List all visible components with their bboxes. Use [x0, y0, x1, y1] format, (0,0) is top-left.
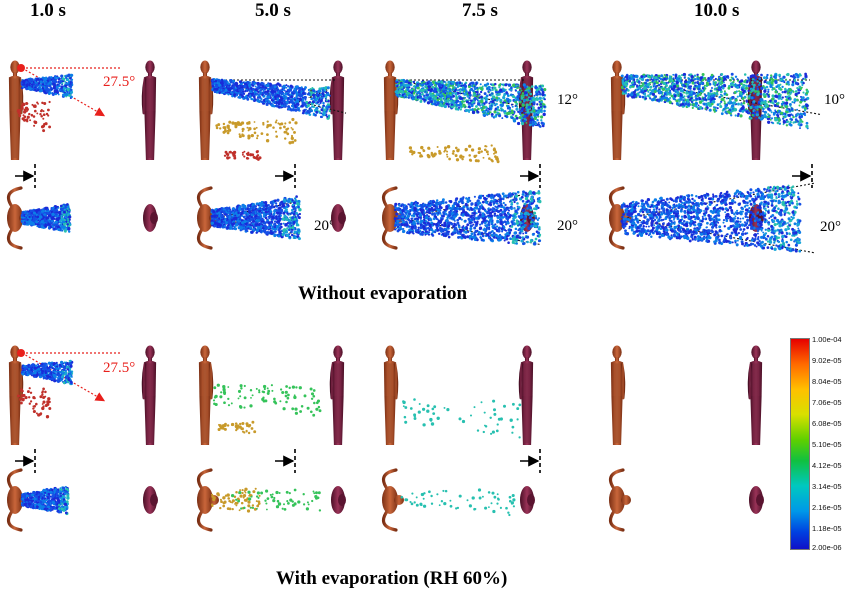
droplet-cloud [210, 78, 331, 120]
emitter-figure-top [6, 468, 29, 532]
colorbar-label: 4.12e-05 [812, 461, 842, 470]
mouth-marker [17, 64, 25, 72]
droplet-cloud [20, 359, 74, 386]
mouth-marker [17, 349, 25, 357]
droplet-cloud [20, 485, 70, 516]
droplet-cloud-large [210, 487, 261, 513]
receiver-figure-side [747, 345, 763, 445]
angle-label-top-5s: 20° [314, 218, 335, 234]
time-label-1: 1.0 s [30, 0, 66, 21]
colorbar-label: 9.02e-05 [812, 356, 842, 365]
angle-label-top-7s: 20° [557, 218, 578, 234]
droplet-cloud-large [223, 150, 262, 161]
droplet-cloud [210, 195, 302, 241]
droplet-cloud [212, 383, 322, 417]
droplet-cloud-large [17, 387, 52, 419]
angle-label-top-10s: 20° [820, 219, 841, 235]
colorbar-label: 7.06e-05 [812, 398, 842, 407]
emitter-figure-top [381, 468, 404, 532]
receiver-figure-top [749, 486, 764, 514]
droplet-cloud [393, 190, 542, 246]
droplet-cloud-large [16, 100, 52, 133]
emitter-figure-side [610, 345, 626, 445]
colorbar-label: 6.08e-05 [812, 419, 842, 428]
colorbar-label: 3.14e-05 [812, 482, 842, 491]
receiver-figure-top [331, 204, 346, 232]
colorbar-label: 1.18e-05 [812, 524, 842, 533]
colorbar-gradient [790, 338, 810, 550]
receiver-figure-side [141, 60, 157, 160]
colorbar-label: 2.16e-05 [812, 503, 842, 512]
angle-label-side-7s: 12° [557, 92, 578, 108]
receiver-figure-side [141, 345, 157, 445]
emitter-figure-side [383, 345, 399, 445]
receiver-figure-side [329, 345, 345, 445]
emitter-figure-side [198, 345, 214, 445]
receiver-figure-side [518, 345, 534, 445]
droplet-cloud [620, 184, 802, 253]
droplet-cloud [402, 398, 522, 439]
emitter-figure-side [8, 60, 24, 160]
droplet-cloud [400, 488, 516, 517]
colorbar-label: 2.00e-06 [812, 543, 842, 552]
droplet-cloud [230, 488, 322, 512]
droplet-cloud [20, 73, 74, 100]
angle-label-spray-top: 27.5° [103, 74, 136, 90]
droplet-cloud-large [215, 117, 298, 145]
caption-without-evaporation: Without evaporation [298, 283, 468, 304]
receiver-figure-side [329, 60, 345, 160]
emitter-figure-top [196, 468, 219, 532]
receiver-figure-top [520, 486, 535, 514]
colorbar-label: 1.00e-04 [812, 335, 842, 344]
time-label-2: 5.0 s [255, 0, 291, 21]
droplet-cloud [20, 203, 72, 233]
time-label-3: 7.5 s [462, 0, 498, 21]
colorbar: 1.00e-04 9.02e-05 8.04e-05 7.06e-05 6.08… [790, 335, 850, 552]
spread-guide [214, 200, 301, 219]
droplet-cloud [394, 78, 547, 128]
emitter-figure-side [8, 345, 24, 445]
caption-with-evaporation: With evaporation (RH 60%) [276, 568, 508, 589]
angle-label-spray-bottom: 27.5° [103, 360, 136, 376]
droplet-cloud-large [217, 420, 257, 435]
colorbar-label: 5.10e-05 [812, 440, 842, 449]
angle-label-side-10s: 10° [824, 92, 845, 108]
time-label-4: 10.0 s [694, 0, 740, 21]
droplet-cloud-large [408, 144, 500, 164]
receiver-figure-top [331, 486, 346, 514]
receiver-figure-top [143, 486, 158, 514]
emitter-figure-top [608, 468, 631, 532]
droplet-cloud [620, 72, 810, 130]
emitter-figure-side [383, 60, 399, 160]
emitter-figure-side [198, 60, 214, 160]
colorbar-label: 8.04e-05 [812, 377, 842, 386]
receiver-figure-top [143, 204, 158, 232]
emitter-figure-side [610, 60, 626, 160]
